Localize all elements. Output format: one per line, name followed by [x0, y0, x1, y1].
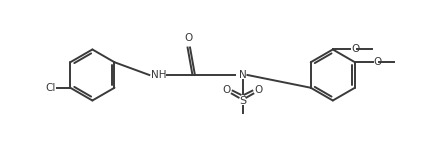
Text: S: S [239, 97, 246, 107]
Text: Cl: Cl [45, 83, 55, 93]
Text: O: O [254, 85, 262, 95]
Text: O: O [374, 57, 382, 67]
Text: N: N [238, 70, 246, 80]
Text: NH: NH [151, 70, 167, 80]
Text: O: O [184, 33, 193, 43]
Text: O: O [223, 85, 231, 95]
Text: O: O [351, 44, 360, 55]
